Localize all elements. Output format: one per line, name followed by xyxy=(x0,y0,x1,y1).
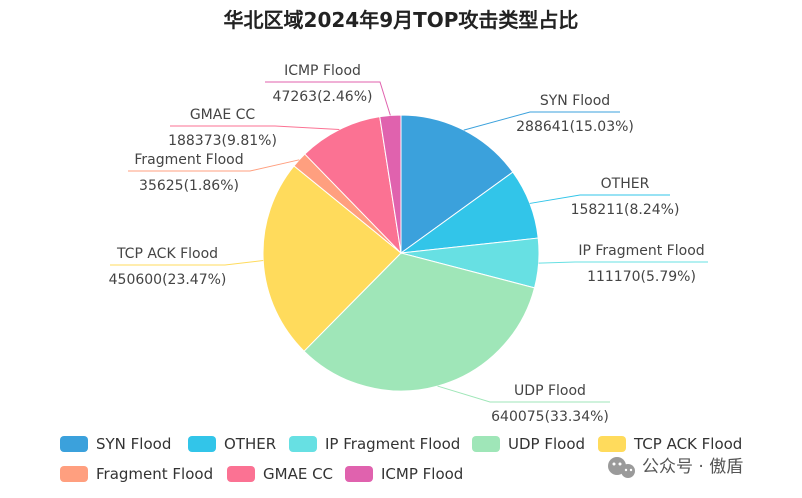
pie-slice-gmae-cc xyxy=(304,116,402,255)
legend-swatch xyxy=(345,466,373,482)
legend-item-icmp-flood[interactable]: ICMP Flood xyxy=(345,465,463,483)
leader-line-udp-flood xyxy=(437,385,610,403)
legend-swatch xyxy=(598,436,626,452)
legend-label: UDP Flood xyxy=(508,435,585,453)
legend-item-gmae-cc[interactable]: GMAE CC xyxy=(227,465,333,483)
leader-line-syn-flood xyxy=(463,111,620,131)
legend-swatch xyxy=(472,436,500,452)
legend-label: IP Fragment Flood xyxy=(325,435,460,453)
slice-label-value-gmae-cc: 188373(9.81%) xyxy=(168,133,277,149)
label-leader-lines xyxy=(110,81,708,403)
legend-swatch xyxy=(227,466,255,482)
slice-label-value-icmp-flood: 47263(2.46%) xyxy=(273,89,373,105)
legend-swatch xyxy=(289,436,317,452)
watermark-text: 公众号 · 傲盾 xyxy=(642,457,743,477)
legend-swatch xyxy=(188,436,216,452)
leader-line-icmp-flood xyxy=(265,81,391,116)
slice-label-name-gmae-cc: GMAE CC xyxy=(190,107,256,123)
legend-item-ip-fragment-flood[interactable]: IP Fragment Flood xyxy=(289,435,460,453)
wechat-icon xyxy=(608,457,635,478)
legend-item-other[interactable]: OTHER xyxy=(188,435,276,453)
legend-label: SYN Flood xyxy=(96,435,171,453)
legend-label: Fragment Flood xyxy=(96,465,213,483)
slice-label-name-tcp-ack-flood: TCP ACK Flood xyxy=(116,246,218,262)
legend-label: GMAE CC xyxy=(263,465,333,483)
legend-swatch xyxy=(60,466,88,482)
pie-slices xyxy=(262,114,540,392)
slice-label-value-syn-flood: 288641(15.03%) xyxy=(516,119,634,135)
legend-item-syn-flood[interactable]: SYN Flood xyxy=(60,435,171,453)
pie-slice-udp-flood xyxy=(303,252,536,392)
leader-line-other xyxy=(529,194,670,204)
slice-label-name-ip-fragment-flood: IP Fragment Flood xyxy=(578,243,704,259)
slice-label-value-udp-flood: 640075(33.34%) xyxy=(491,409,609,425)
leader-line-ip-fragment-flood xyxy=(538,261,708,264)
legend: SYN Flood OTHER IP Fragment Flood UDP Flood… xyxy=(60,435,742,483)
legend-label: TCP ACK Flood xyxy=(633,435,742,453)
legend-label: ICMP Flood xyxy=(381,465,463,483)
chart-title: 华北区域2024年9月TOP攻击类型占比 xyxy=(224,8,579,32)
legend-item-fragment-flood[interactable]: Fragment Flood xyxy=(60,465,213,483)
slice-label-name-other: OTHER xyxy=(601,176,650,192)
slice-label-value-ip-fragment-flood: 111170(5.79%) xyxy=(587,269,696,285)
slice-labels: SYN Flood 288641(15.03%) OTHER 158211(8.24%… xyxy=(109,63,705,425)
legend-swatch xyxy=(60,436,88,452)
slice-label-name-fragment-flood: Fragment Flood xyxy=(134,152,243,168)
slice-label-value-tcp-ack-flood: 450600(23.47%) xyxy=(109,272,227,288)
legend-label: OTHER xyxy=(224,435,276,453)
slice-label-name-syn-flood: SYN Flood xyxy=(540,93,610,109)
watermark: 公众号 · 傲盾 xyxy=(608,457,743,478)
leader-line-fragment-flood xyxy=(128,159,300,172)
slice-label-name-icmp-flood: ICMP Flood xyxy=(284,63,361,79)
slice-label-name-udp-flood: UDP Flood xyxy=(514,383,586,399)
pie-slice-tcp-ack-flood xyxy=(262,165,402,352)
leader-line-tcp-ack-flood xyxy=(110,259,264,266)
legend-item-tcp-ack-flood[interactable]: TCP ACK Flood xyxy=(598,435,742,453)
slice-label-value-fragment-flood: 35625(1.86%) xyxy=(139,178,239,194)
slice-label-value-other: 158211(8.24%) xyxy=(571,202,680,218)
legend-item-udp-flood[interactable]: UDP Flood xyxy=(472,435,585,453)
leader-line-gmae-cc xyxy=(170,125,340,131)
